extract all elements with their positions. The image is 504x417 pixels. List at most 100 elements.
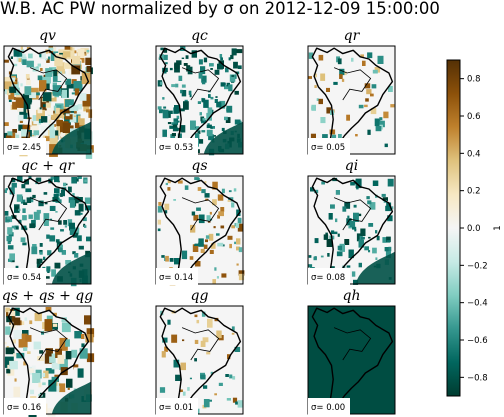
field-cell bbox=[60, 189, 65, 197]
field-cell bbox=[17, 107, 24, 112]
field-cell bbox=[175, 83, 179, 88]
field-cell bbox=[162, 109, 169, 119]
field-cell bbox=[184, 99, 188, 102]
field-cell bbox=[188, 67, 191, 69]
field-cell bbox=[83, 103, 90, 112]
field-cell bbox=[237, 217, 242, 224]
field-cell bbox=[83, 217, 87, 222]
field-cell bbox=[13, 96, 16, 100]
field-cell bbox=[14, 87, 20, 96]
field-cell bbox=[213, 226, 216, 229]
field-cell bbox=[163, 54, 168, 60]
field-cell bbox=[20, 199, 26, 204]
ocean-anomaly bbox=[51, 121, 91, 154]
field-cell bbox=[171, 84, 176, 88]
field-cell bbox=[9, 360, 18, 370]
field-cell bbox=[4, 189, 7, 193]
field-cell bbox=[42, 382, 46, 386]
field-cell bbox=[53, 47, 57, 52]
field-cell bbox=[189, 256, 194, 260]
field-cell bbox=[229, 74, 236, 82]
field-cell bbox=[23, 202, 28, 205]
field-cell bbox=[188, 90, 192, 95]
field-cell bbox=[51, 376, 59, 382]
field-cell bbox=[228, 190, 232, 193]
field-cell bbox=[379, 117, 383, 121]
sigma-label: σ= 0.08 bbox=[311, 273, 345, 283]
field-cell bbox=[219, 100, 226, 109]
field-cell bbox=[43, 192, 48, 195]
panel-frame bbox=[155, 175, 244, 285]
field-cell bbox=[79, 93, 87, 101]
field-cell bbox=[165, 182, 168, 186]
field-cell bbox=[194, 243, 199, 246]
field-cell bbox=[69, 112, 77, 123]
field-cell bbox=[77, 176, 82, 179]
field-cell bbox=[202, 118, 206, 121]
field-cell bbox=[69, 228, 76, 235]
field-cell bbox=[339, 243, 345, 252]
field-cell bbox=[203, 57, 208, 63]
field-cell bbox=[377, 55, 384, 64]
field-cell bbox=[370, 107, 377, 115]
field-cell bbox=[39, 251, 43, 255]
field-cell bbox=[69, 200, 76, 208]
field-cell bbox=[180, 389, 183, 392]
field-cell bbox=[72, 232, 78, 238]
field-cell bbox=[39, 107, 42, 110]
field-cell bbox=[77, 368, 84, 378]
field-cell bbox=[48, 124, 55, 130]
panel-3: qc + qr σ= 0.54 bbox=[3, 158, 92, 287]
field-cell bbox=[216, 330, 222, 339]
field-cell bbox=[326, 107, 331, 114]
field-cell bbox=[352, 226, 357, 230]
field-cell bbox=[210, 68, 213, 70]
field-cell bbox=[212, 126, 215, 129]
field-cell bbox=[382, 237, 387, 243]
panel-title: qs bbox=[191, 158, 207, 174]
field-cell bbox=[55, 239, 60, 243]
field-cell bbox=[5, 326, 11, 335]
field-cell bbox=[15, 265, 19, 270]
field-cell bbox=[353, 212, 359, 222]
field-cell bbox=[68, 197, 75, 203]
field-cell bbox=[66, 83, 74, 89]
field-cell bbox=[35, 178, 39, 181]
coastline bbox=[159, 307, 242, 414]
panel-title: qs + qs + qg bbox=[2, 288, 94, 304]
field-cell bbox=[22, 208, 26, 213]
field-cell bbox=[64, 225, 67, 228]
field-cell bbox=[164, 203, 170, 210]
panel-title: qv bbox=[39, 28, 56, 44]
field-cell bbox=[62, 51, 71, 58]
field-cell bbox=[198, 139, 204, 144]
field-cell bbox=[7, 364, 15, 376]
field-cell bbox=[210, 243, 216, 249]
field-cell bbox=[39, 250, 43, 254]
field-cell bbox=[214, 267, 217, 271]
colorbar-tick-label: 0.4 bbox=[467, 149, 481, 159]
field-cell bbox=[217, 194, 224, 201]
field-cell bbox=[39, 50, 46, 60]
field-cell bbox=[54, 188, 60, 194]
field-cell bbox=[55, 348, 62, 358]
panel-frame bbox=[307, 45, 396, 155]
field-cell bbox=[220, 82, 225, 87]
field-cell bbox=[16, 352, 25, 359]
field-cell bbox=[193, 214, 199, 221]
field-cell bbox=[221, 188, 225, 194]
field-cell bbox=[31, 124, 39, 133]
field-cell bbox=[24, 119, 32, 126]
field-cell bbox=[375, 230, 378, 234]
field-cell bbox=[224, 85, 230, 90]
field-cell bbox=[52, 197, 58, 202]
field-cell bbox=[9, 316, 16, 325]
interior-line bbox=[333, 197, 372, 231]
field-cell bbox=[54, 262, 61, 269]
field-cell bbox=[26, 79, 31, 85]
field-cell bbox=[181, 90, 187, 97]
field-cell bbox=[18, 333, 28, 348]
field-cell bbox=[234, 346, 241, 352]
field-cell bbox=[164, 346, 168, 352]
field-cell bbox=[325, 232, 328, 235]
